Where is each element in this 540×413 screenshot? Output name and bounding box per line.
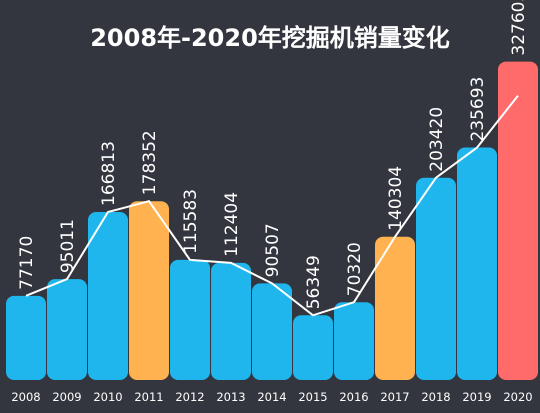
x-ticks-group: 2008 2009 2010 2011 2012 2013 2014 2015 2016 2017… [11, 390, 532, 404]
value-label-2014: 90507 [263, 223, 283, 277]
bar-2019 [457, 147, 497, 380]
bars-group [6, 61, 538, 381]
bar-2010 [88, 211, 128, 380]
bar-2011 [129, 201, 169, 380]
bar-2017 [375, 236, 415, 380]
x-tick-2017: 2017 [380, 390, 409, 404]
x-tick-2019: 2019 [462, 390, 491, 404]
trend-line [25, 94, 519, 317]
bar-2012 [170, 259, 210, 380]
value-label-2013: 112404 [222, 192, 242, 257]
value-label-2017: 140304 [386, 166, 406, 231]
x-tick-2013: 2013 [216, 390, 245, 404]
x-tick-2009: 2009 [52, 390, 81, 404]
x-tick-2014: 2014 [257, 390, 286, 404]
x-tick-2020: 2020 [503, 390, 532, 404]
value-label-2008: 77170 [17, 236, 37, 290]
x-tick-2011: 2011 [134, 390, 163, 404]
bar-2016 [334, 302, 374, 380]
value-label-2011: 178352 [140, 130, 160, 195]
x-tick-2010: 2010 [93, 390, 122, 404]
bar-2020 [498, 61, 538, 381]
x-tick-2015: 2015 [298, 390, 327, 404]
value-label-2019: 235693 [468, 77, 488, 142]
value-label-2010: 166813 [99, 141, 119, 206]
x-tick-2012: 2012 [175, 390, 204, 404]
bar-2014 [252, 283, 292, 380]
value-label-2016: 70320 [345, 242, 365, 296]
bar-2008 [6, 295, 46, 380]
value-label-2020: 327605 [509, 0, 529, 56]
bar-2015 [293, 315, 333, 380]
value-label-2015: 56349 [304, 255, 324, 309]
value-labels-group: 77170 95011 166813 178352 115583 112404 90507 5… [17, 0, 529, 309]
x-tick-2018: 2018 [421, 390, 450, 404]
bar-2009 [47, 279, 87, 380]
value-label-2012: 115583 [181, 189, 201, 254]
bar-2018 [416, 177, 456, 380]
chart-title: 2008年-2020年挖掘机销量变化 [90, 24, 450, 52]
bar-2013 [211, 262, 251, 380]
x-tick-2016: 2016 [339, 390, 368, 404]
value-label-2009: 95011 [58, 219, 78, 273]
value-label-2018: 203420 [427, 107, 447, 172]
x-tick-2008: 2008 [11, 390, 40, 404]
